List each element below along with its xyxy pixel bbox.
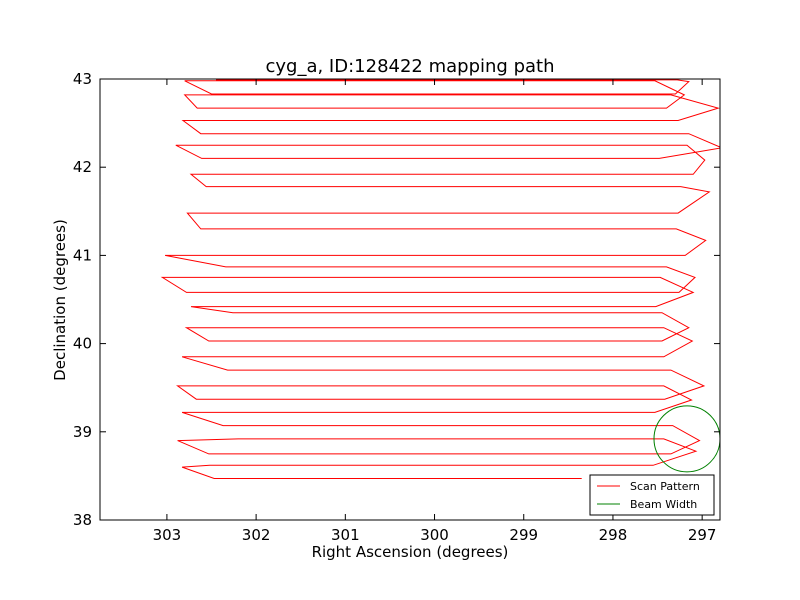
y-tick-label: 41 bbox=[73, 246, 92, 264]
y-tick-label: 43 bbox=[73, 70, 92, 88]
series-scan-pattern-line bbox=[160, 79, 720, 479]
x-tick-label: 300 bbox=[420, 526, 449, 544]
legend-box bbox=[589, 474, 715, 516]
y-tick-label: 39 bbox=[73, 423, 92, 441]
axis-ticks: 303 302 301 300 299 298 297 38 39 40 41 42 43 bbox=[73, 70, 720, 544]
x-tick-label: 297 bbox=[688, 526, 717, 544]
x-axis-label: Right Ascension (degrees) bbox=[312, 543, 509, 561]
x-tick-label: 301 bbox=[331, 526, 360, 544]
legend-label-scan-pattern: Scan Pattern bbox=[630, 480, 700, 493]
y-axis-label: Declination (degrees) bbox=[51, 219, 69, 381]
y-tick-label: 38 bbox=[73, 511, 92, 529]
legend-label-beam-width: Beam Width bbox=[630, 498, 697, 511]
x-tick-label: 298 bbox=[599, 526, 628, 544]
x-tick-label: 302 bbox=[242, 526, 271, 544]
series-layer bbox=[160, 79, 720, 479]
chart-title: cyg_a, ID:128422 mapping path bbox=[265, 56, 554, 77]
y-tick-label: 42 bbox=[73, 158, 92, 176]
x-tick-label: 303 bbox=[153, 526, 182, 544]
plot-frame bbox=[99, 78, 721, 521]
x-tick-label: 299 bbox=[509, 526, 538, 544]
legend: Scan Pattern Beam Width bbox=[589, 474, 715, 516]
y-tick-label: 40 bbox=[73, 335, 92, 353]
